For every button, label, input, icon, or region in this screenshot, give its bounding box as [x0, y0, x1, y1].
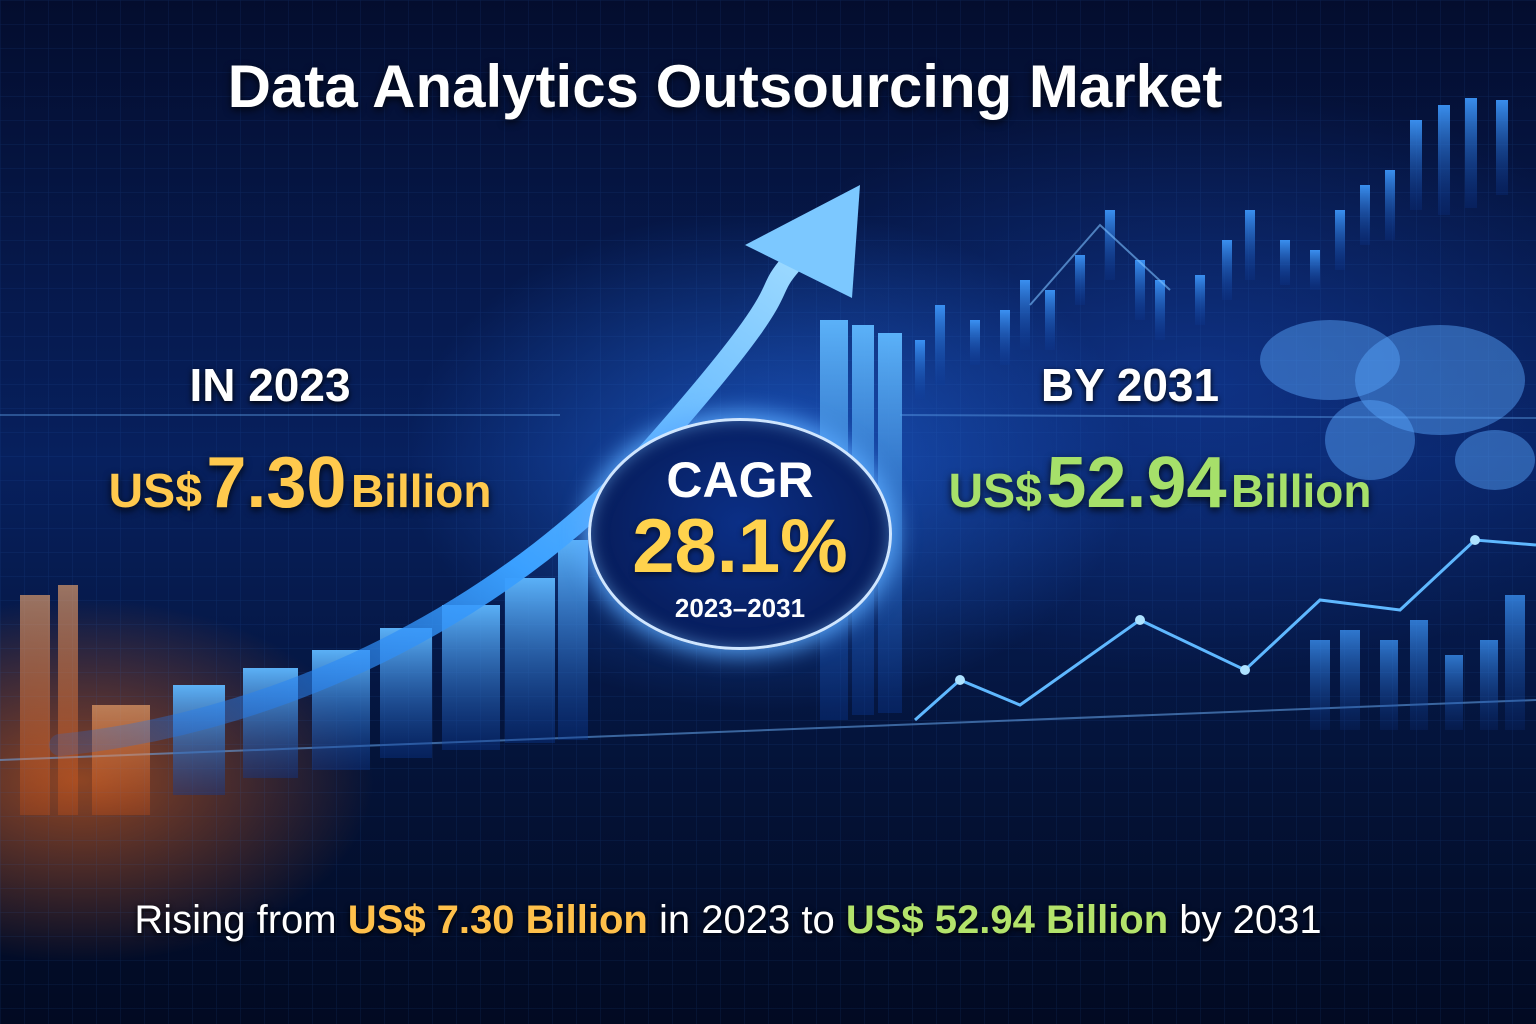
end-year-label: BY 2031 — [1040, 359, 1220, 411]
start-value-currency: US$ — [108, 465, 202, 518]
end-value: US$ 52.94 Billion — [900, 442, 1420, 524]
start-value-amount: 7.30 — [206, 443, 347, 523]
world-map-icon — [1260, 320, 1535, 490]
right-bars — [915, 98, 1508, 400]
start-year-label: IN 2023 — [189, 359, 351, 411]
start-value: US$ 7.30 Billion — [60, 442, 540, 524]
cagr-value: 28.1% — [632, 504, 848, 589]
start-value-unit: Billion — [350, 465, 492, 517]
caption-amount-2031: US$ 52.94 Billion — [845, 898, 1169, 942]
caption-amount-2023: US$ 7.30 Billion — [347, 898, 648, 942]
caption-part-3: by 2031 — [1179, 898, 1322, 942]
cagr-period: 2023–2031 — [674, 593, 806, 623]
page-title: Data Analytics Outsourcing Market — [227, 53, 1223, 120]
end-value-unit: Billion — [1230, 465, 1372, 517]
line-chart — [914, 535, 1536, 730]
caption-part-1: Rising from — [134, 898, 337, 942]
cagr-badge: CAGR 28.1% 2023–2031 — [588, 418, 892, 650]
end-value-currency: US$ — [948, 465, 1042, 518]
end-value-amount: 52.94 — [1046, 443, 1227, 523]
summary-caption: Rising from US$ 7.30 Billion in 2023 to … — [0, 898, 1456, 943]
cagr-label: CAGR — [666, 452, 814, 508]
caption-part-2: in 2023 to — [658, 898, 835, 942]
